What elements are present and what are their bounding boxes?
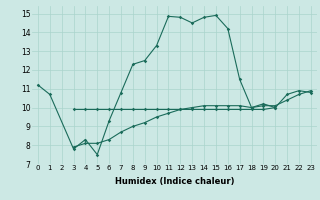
X-axis label: Humidex (Indice chaleur): Humidex (Indice chaleur) (115, 177, 234, 186)
